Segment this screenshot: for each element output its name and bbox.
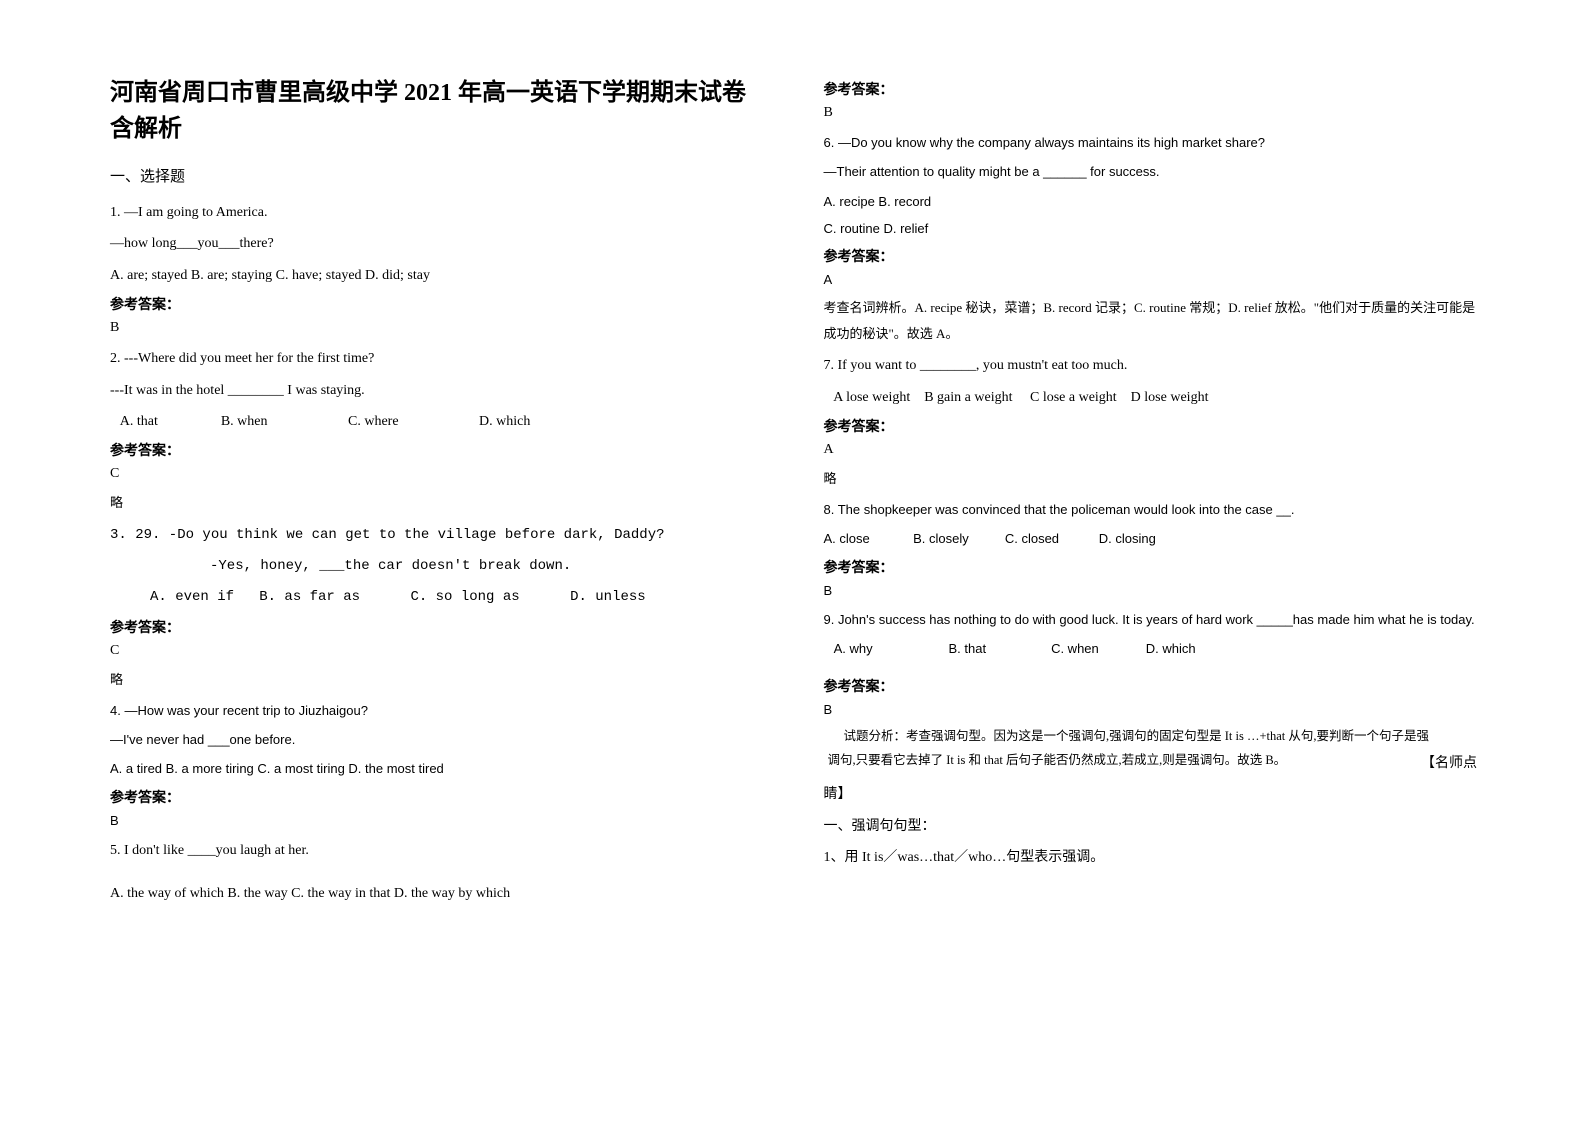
q7-line1: 7. If you want to ________, you mustn't …	[824, 351, 1478, 380]
q9-answer-label: 参考答案：	[824, 676, 1478, 696]
q4-answer: B	[110, 813, 764, 828]
q3-line2: -Yes, honey, ___the car doesn't break do…	[110, 551, 764, 582]
q2-answer: C	[110, 466, 764, 482]
q5-options: A. the way of which B. the way C. the wa…	[110, 879, 764, 908]
q3-answer-label: 参考答案：	[110, 617, 764, 637]
q5-line1: 5. I don't like ____you laugh at her.	[110, 836, 764, 865]
q6-options1: A. recipe B. record	[824, 188, 1478, 215]
q9-sub1: 一、强调句句型：	[824, 812, 1478, 841]
q9-note-label: 【名师点	[1421, 749, 1477, 778]
left-column: 河南省周口市曹里高级中学 2021 年高一英语下学期期末试卷含解析 一、选择题 …	[95, 75, 794, 1047]
q9-line1: 9. John's success has nothing to do with…	[824, 606, 1478, 633]
q2-line2: ---It was in the hotel ________ I was st…	[110, 376, 764, 405]
section-header: 一、选择题	[110, 165, 764, 186]
q9-explanation2: 调句,只要看它去掉了 It is 和 that 后句子能否仍然成立,若成立,则是…	[824, 749, 1287, 773]
q6-answer-label: 参考答案：	[824, 246, 1478, 266]
q3-explanation: 略	[110, 667, 764, 693]
right-column: 参考答案： B 6. —Do you know why the company …	[794, 75, 1493, 1047]
q6-line2: —Their attention to quality might be a _…	[824, 158, 1478, 185]
q6-options2: C. routine D. relief	[824, 215, 1478, 242]
q1-line1: 1. —I am going to America.	[110, 198, 764, 227]
q1-answer: B	[110, 320, 764, 336]
q9-explanation1: 试题分析：考查强调句型。因为这是一个强调句,强调句的固定句型是 It is …+…	[824, 725, 1478, 749]
q9-options: A. why B. that C. when D. which	[824, 635, 1478, 662]
document-title: 河南省周口市曹里高级中学 2021 年高一英语下学期期末试卷含解析	[110, 75, 764, 147]
q8-line1: 8. The shopkeeper was convinced that the…	[824, 496, 1478, 523]
q1-line2: —how long___you___there?	[110, 229, 764, 258]
q2-explanation: 略	[110, 490, 764, 516]
q2-line1: 2. ---Where did you meet her for the fir…	[110, 344, 764, 373]
q7-explanation: 略	[824, 466, 1478, 492]
q8-answer: B	[824, 583, 1478, 598]
q4-line2: —I've never had ___one before.	[110, 726, 764, 753]
q8-options: A. close B. closely C. closed D. closing	[824, 525, 1478, 552]
q9-sub2: 1、用 It is／was…that／who…句型表示强调。	[824, 843, 1478, 872]
q2-options: A. that B. when C. where D. which	[110, 407, 764, 436]
q6-line1: 6. —Do you know why the company always m…	[824, 129, 1478, 156]
q3-line1: 3. 29. -Do you think we can get to the v…	[110, 520, 764, 551]
q1-answer-label: 参考答案：	[110, 294, 764, 314]
q3-options: A. even if B. as far as C. so long as D.…	[110, 582, 764, 613]
q9-answer: B	[824, 702, 1478, 717]
q7-answer-label: 参考答案：	[824, 416, 1478, 436]
q8-answer-label: 参考答案：	[824, 557, 1478, 577]
q3-answer: C	[110, 643, 764, 659]
q9-note-label2: 睛】	[824, 780, 1478, 809]
q2-answer-label: 参考答案：	[110, 440, 764, 460]
q4-line1: 4. —How was your recent trip to Jiuzhaig…	[110, 697, 764, 724]
q4-options: A. a tired B. a more tiring C. a most ti…	[110, 755, 764, 782]
q6-explanation: 考查名词辨析。A. recipe 秘诀，菜谱；B. record 记录；C. r…	[824, 295, 1478, 347]
q6-answer: A	[824, 272, 1478, 287]
q5-answer-label: 参考答案：	[824, 79, 1478, 99]
q4-answer-label: 参考答案：	[110, 787, 764, 807]
q7-answer: A	[824, 442, 1478, 458]
q1-options: A. are; stayed B. are; staying C. have; …	[110, 261, 764, 290]
q5-answer: B	[824, 105, 1478, 121]
q7-options: A lose weight B gain a weight C lose a w…	[824, 383, 1478, 412]
